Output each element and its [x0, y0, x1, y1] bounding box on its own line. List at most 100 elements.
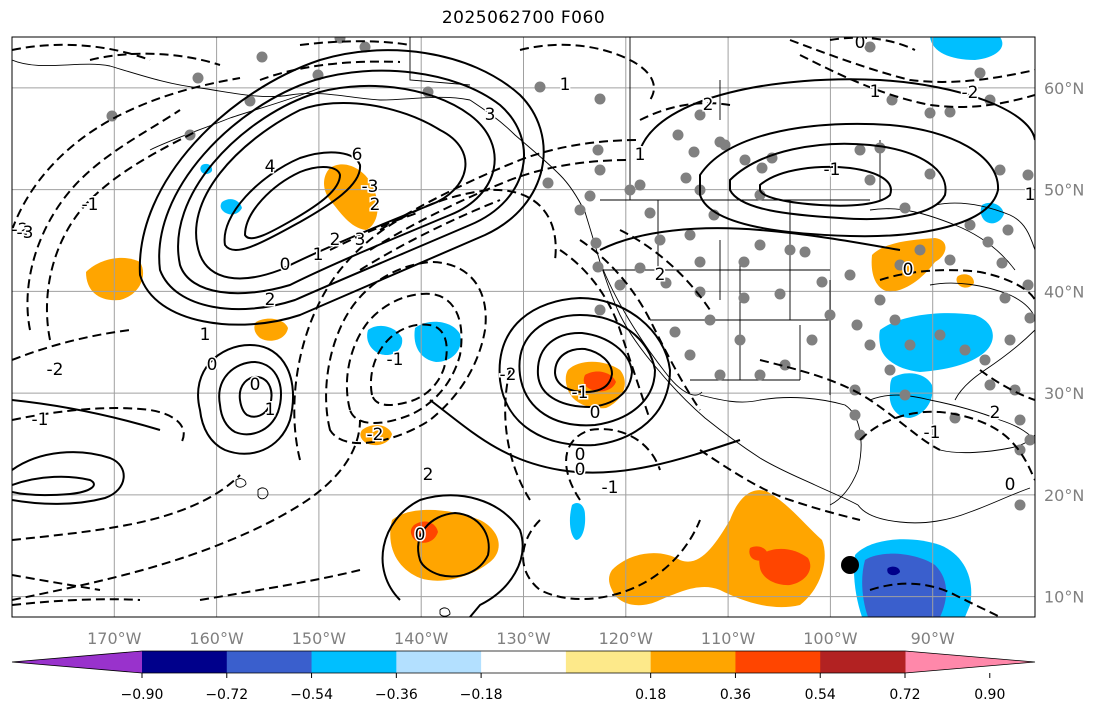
map-frame	[11, 36, 1036, 618]
lat-label: 60°N	[1044, 79, 1084, 98]
station-marker	[964, 219, 976, 231]
station-marker	[984, 379, 996, 391]
contour-label: -1	[32, 410, 49, 430]
station-marker	[1004, 334, 1016, 346]
lat-lon-grid	[12, 37, 1035, 617]
contour-label: -2	[12, 220, 29, 240]
station-marker	[774, 288, 786, 300]
station-marker	[999, 292, 1011, 304]
station-marker	[1022, 279, 1034, 291]
station-marker	[864, 174, 876, 186]
anomaly-shading	[86, 37, 1004, 617]
contour-label: -3	[17, 223, 34, 243]
station-marker	[584, 190, 596, 202]
station-marker	[688, 146, 700, 158]
station-marker	[244, 95, 256, 107]
colorbar-segment	[650, 651, 736, 673]
lat-label: 50°N	[1044, 181, 1084, 200]
positive-contours	[12, 49, 1035, 617]
contour-label: 0	[590, 403, 601, 423]
station-marker	[1014, 499, 1026, 511]
station-marker	[192, 72, 204, 84]
station-marker	[684, 349, 696, 361]
station-marker	[592, 144, 604, 156]
contour-label: 1	[1025, 185, 1036, 205]
station-marker	[714, 369, 726, 381]
colorbar-tick-label: 0.54	[805, 687, 836, 703]
contour-label: 0	[207, 355, 218, 375]
contour-label: 0	[575, 445, 586, 465]
station-marker	[739, 154, 751, 166]
contour-label: -1	[602, 478, 619, 498]
contour-label: 1	[560, 75, 571, 95]
station-marker	[644, 207, 656, 219]
station-marker	[624, 184, 636, 196]
station-marker	[924, 107, 936, 119]
station-marker	[756, 162, 768, 174]
contour-label: -2	[47, 360, 64, 380]
station-marker	[694, 256, 706, 268]
contour-label: 0	[575, 460, 586, 480]
station-marker	[592, 261, 604, 273]
colorbar-segment	[226, 651, 313, 673]
contour-label: 3	[485, 105, 496, 125]
colorbar-tick-label: −0.72	[205, 687, 248, 703]
contour-label: 2	[370, 195, 381, 215]
contour-label: 0	[280, 255, 291, 275]
contour-label: 6	[352, 145, 363, 165]
colorbar-segment	[396, 651, 482, 673]
lat-label: 20°N	[1044, 486, 1084, 505]
station-marker	[1002, 224, 1014, 236]
lon-label: 170°W	[87, 629, 142, 648]
station-marker	[904, 339, 916, 351]
station-marker	[851, 319, 863, 331]
station-marker	[359, 41, 371, 53]
station-marker	[886, 94, 898, 106]
station-marker	[754, 189, 766, 201]
contour-label: 0	[1005, 475, 1016, 495]
station-marker	[660, 277, 672, 289]
station-marker	[574, 204, 586, 216]
contour-label: 2	[330, 230, 341, 250]
station-marker	[944, 106, 956, 118]
station-marker	[754, 239, 766, 251]
station-marker	[914, 244, 926, 256]
station-marker	[594, 304, 606, 316]
lat-label: 30°N	[1044, 384, 1084, 403]
contour-label: 2	[265, 290, 276, 310]
station-marker	[634, 262, 646, 274]
contour-label: -1	[572, 383, 589, 403]
station-marker	[894, 259, 906, 271]
station-marker	[672, 129, 684, 141]
station-marker	[1014, 414, 1026, 426]
station-marker	[680, 172, 692, 184]
contour-label: 4	[265, 157, 276, 177]
station-marker	[654, 234, 666, 246]
contour-label: -1	[824, 160, 841, 180]
station-markers	[106, 37, 1035, 511]
colorbar: −0.90 −0.72 −0.54 −0.36 −0.18 0.18 0.36 0.54 0.7…	[11, 650, 1036, 703]
contour-label: 2	[703, 95, 714, 115]
black-dot-marker	[841, 556, 859, 574]
colorbar-tick-label: −0.54	[290, 687, 333, 703]
station-marker	[934, 329, 946, 341]
lon-label: 120°W	[599, 629, 654, 648]
station-marker	[1022, 169, 1034, 181]
contour-label: -1	[924, 423, 941, 443]
station-marker	[889, 314, 901, 326]
station-marker	[594, 93, 606, 105]
colorbar-tick-label: 0.36	[720, 687, 751, 703]
colorbar-tick-label: 0.18	[635, 687, 666, 703]
station-marker	[784, 244, 796, 256]
contour-label: 2	[990, 403, 1001, 423]
station-marker	[874, 294, 886, 306]
colorbar-extend-high	[905, 651, 1035, 673]
colorbar-segment	[735, 651, 821, 673]
contour-label: 2	[423, 465, 434, 485]
contour-label: 0	[855, 33, 866, 53]
station-marker	[1024, 434, 1035, 446]
station-marker	[684, 229, 696, 241]
colorbar-extend-low	[12, 651, 142, 673]
lon-label: 90°W	[911, 629, 955, 648]
station-marker	[704, 314, 716, 326]
